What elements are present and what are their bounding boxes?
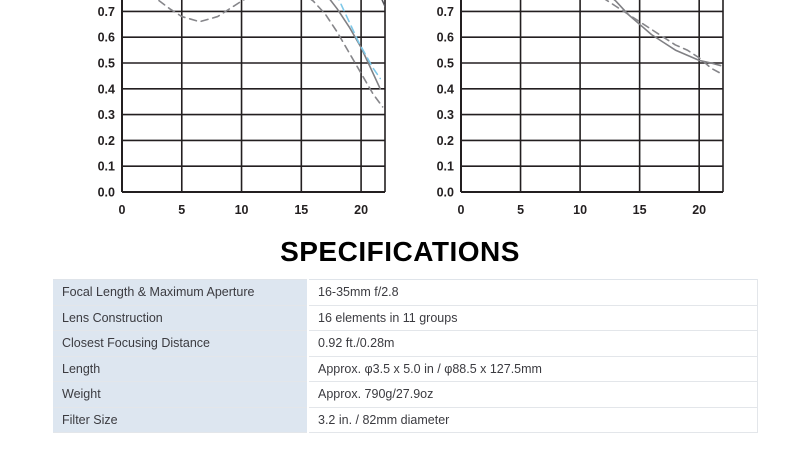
mtf-chart-panel: 0.0 0.1 0.2 0.3 0.4 0.5 0.6 0.7 0 5 10 15 20 0.0 0.1 0… [0,0,738,228]
mtf-chart-right-svg: 0.0 0.1 0.2 0.3 0.4 0.5 0.6 0.7 0 5 10 15 20 [437,0,724,217]
chart-y-axis-labels: 0.0 0.1 0.2 0.3 0.4 0.5 0.6 0.7 [437,5,454,200]
specifications-table: Focal Length & Maximum Aperture 16-35mm f… [53,279,758,433]
chart-line-gray-dashed [604,0,722,75]
y-tick-label: 0.5 [98,57,115,71]
mtf-chart-left: 0.0 0.1 0.2 0.3 0.4 0.5 0.6 0.7 0 5 10 15 20 [0,0,400,228]
y-tick-label: 0.3 [98,108,115,122]
x-tick-label: 0 [458,203,465,217]
specifications-table-body: Focal Length & Maximum Aperture 16-35mm f… [53,279,758,433]
y-tick-label: 0.5 [437,57,454,71]
spec-label: Closest Focusing Distance [53,330,309,357]
y-tick-label: 0.7 [98,5,115,19]
x-tick-label: 5 [178,203,185,217]
chart-line-gray-dashed [156,0,384,108]
chart-line-gray-solid-edge [381,0,385,8]
y-tick-label: 0.1 [98,160,115,174]
y-tick-label: 0.0 [98,186,115,200]
y-tick-label: 0.6 [437,31,454,45]
table-row: Focal Length & Maximum Aperture 16-35mm f… [53,279,758,306]
y-tick-label: 0.7 [437,5,454,19]
x-tick-label: 20 [692,203,706,217]
chart-x-axis-labels: 0 5 10 15 20 [119,203,369,217]
x-tick-label: 20 [354,203,368,217]
y-tick-label: 0.6 [98,31,115,45]
table-row: Length Approx. φ3.5 x 5.0 in / φ88.5 x 12… [53,356,758,382]
y-tick-label: 0.2 [98,134,115,148]
chart-line-gray-solid [613,0,722,67]
x-tick-label: 15 [633,203,647,217]
spec-value: Approx. φ3.5 x 5.0 in / φ88.5 x 127.5mm [308,356,758,382]
chart-y-axis-labels: 0.0 0.1 0.2 0.3 0.4 0.5 0.6 0.7 [98,5,115,200]
page-title: SPECIFICATIONS [280,236,520,267]
y-tick-label: 0.1 [437,160,454,174]
chart-series-group [604,0,722,75]
x-tick-label: 10 [235,203,249,217]
y-tick-label: 0.4 [437,82,454,96]
mtf-chart-right: 0.0 0.1 0.2 0.3 0.4 0.5 0.6 0.7 0 5 10 15 20 [338,0,738,228]
x-tick-label: 5 [517,203,524,217]
spec-value: 3.2 in. / 82mm diameter [308,407,758,433]
table-row: Lens Construction 16 elements in 11 group… [53,305,758,331]
chart-series-group [156,0,385,108]
table-row: Closest Focusing Distance 0.92 ft./0.28m [53,330,758,357]
spec-label: Length [53,356,309,382]
chart-x-axis-labels: 0 5 10 15 20 [458,203,707,217]
y-tick-label: 0.2 [437,134,454,148]
spec-value: 0.92 ft./0.28m [308,330,758,357]
spec-label: Weight [53,381,309,408]
x-tick-label: 0 [119,203,126,217]
mtf-chart-left-svg: 0.0 0.1 0.2 0.3 0.4 0.5 0.6 0.7 0 5 10 15 20 [98,0,386,217]
y-tick-label: 0.0 [437,186,454,200]
spec-label: Filter Size [53,407,309,433]
chart-gridlines [121,0,386,193]
chart-gridlines [460,0,724,193]
table-row: Filter Size 3.2 in. / 82mm diameter [53,407,758,433]
y-tick-label: 0.4 [98,82,115,96]
spec-value: Approx. 790g/27.9oz [308,381,758,408]
x-tick-label: 15 [294,203,308,217]
spec-label: Lens Construction [53,305,309,331]
spec-value: 16 elements in 11 groups [308,305,758,331]
table-row: Weight Approx. 790g/27.9oz [53,381,758,408]
y-tick-label: 0.3 [437,108,454,122]
spec-label: Focal Length & Maximum Aperture [53,279,309,306]
x-tick-label: 10 [573,203,587,217]
spec-value: 16-35mm f/2.8 [308,279,758,306]
